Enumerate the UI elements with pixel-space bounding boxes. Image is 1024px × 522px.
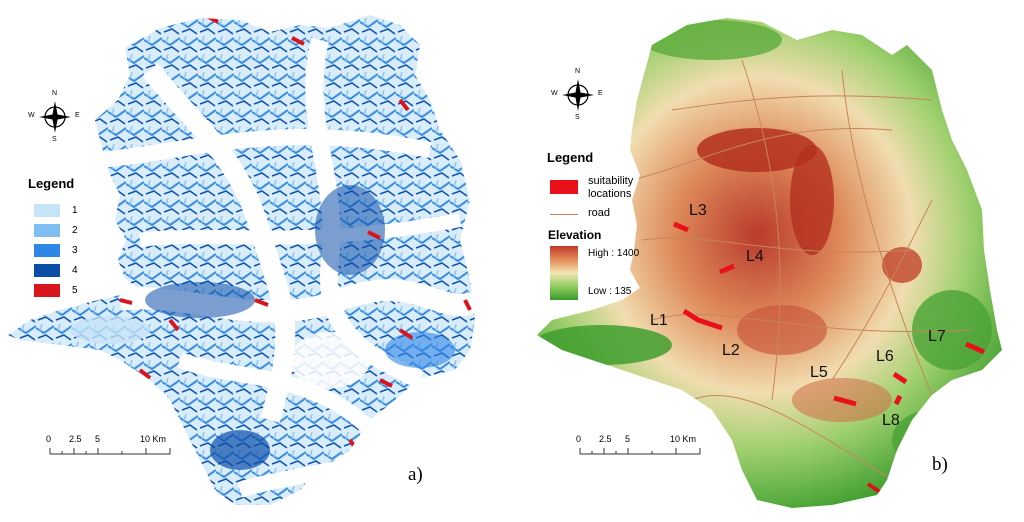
location-label: L5 [810, 364, 828, 381]
scale-tick: 0 [576, 434, 582, 444]
legend-item: 2 [34, 224, 78, 237]
legend-label-road: road [588, 207, 611, 219]
legend-label: 5 [72, 285, 78, 296]
compass-s: S [52, 136, 57, 143]
legend-item: 3 [34, 244, 78, 257]
legend-swatch [34, 244, 60, 257]
legend-label-suitability: suitability locations [588, 175, 634, 200]
location-label: L1 [650, 312, 668, 329]
compass-w: W [28, 112, 35, 119]
compass-s: S [575, 114, 580, 121]
compass-icon [562, 79, 594, 111]
compass-n: N [52, 90, 58, 97]
suitability-map-panel: N S W E Legend 1 2 3 4 5 0 2.5 5 10 Km [8, 15, 475, 505]
scale-tick: 10 Km [140, 434, 167, 444]
scale-tick: 5 [625, 434, 631, 444]
suitability-location-L1 [682, 308, 723, 331]
legend-label: 2 [72, 225, 78, 236]
suitability-location-L8 [893, 394, 903, 406]
legend-item: 5 [34, 284, 78, 297]
location-label: L6 [876, 348, 894, 365]
suitability-location-L4 [719, 263, 735, 275]
scale-tick: 0 [46, 434, 52, 444]
compass-e: E [75, 112, 80, 119]
scale-tick: 2.5 [599, 434, 612, 444]
compass-w: W [551, 90, 558, 97]
scale-bar: 0 2.5 5 10 Km [46, 434, 172, 456]
suitability-location-L3 [673, 221, 689, 233]
scale-tick: 5 [95, 434, 101, 444]
legend-swatch [34, 224, 60, 237]
location-label: L8 [882, 412, 900, 429]
legend-swatch-road [550, 214, 578, 215]
legend-item: 4 [34, 264, 78, 277]
scale-bar-graphic [579, 448, 701, 455]
location-label: L4 [746, 248, 764, 265]
suitability-location-L6 [892, 371, 908, 385]
location-label: L2 [722, 342, 740, 359]
elevation-high-label: High : 1400 [588, 248, 640, 259]
compass-icon [39, 101, 71, 133]
suitability-location-L7 [964, 341, 986, 355]
legend-swatch [34, 284, 60, 297]
suitability-location-L5 [833, 395, 857, 407]
scale-bar: 0 2.5 5 10 Km [576, 434, 702, 456]
panel-label-b: b) [932, 454, 948, 475]
legend-title: Legend [547, 150, 594, 165]
scale-tick: 10 Km [670, 434, 697, 444]
scale-tick: 2.5 [69, 434, 82, 444]
legend-swatch [34, 264, 60, 277]
legend-swatch [34, 204, 60, 217]
legend-swatch-suitability [550, 180, 578, 194]
legend-item: 1 [34, 204, 78, 217]
compass-e: E [598, 90, 603, 97]
legend-label: 3 [72, 245, 78, 256]
scale-bar-graphic [49, 448, 171, 455]
location-label: L7 [928, 328, 946, 345]
elevation-low-label: Low : 135 [588, 286, 632, 297]
legend-label: 4 [72, 265, 78, 276]
panel-label-a: a) [408, 464, 423, 485]
legend-label: 1 [72, 205, 78, 216]
elevation-map-panel: N S W E Legend suitability locations roa… [512, 0, 1024, 522]
compass-rose: N S W E [551, 68, 603, 122]
suitability-map [8, 15, 475, 505]
legend-title: Legend [28, 176, 75, 191]
compass-n: N [575, 68, 581, 75]
elevation-title: Elevation [548, 228, 602, 242]
compass-rose: N S W E [28, 90, 80, 144]
elevation-map [537, 18, 1002, 508]
location-label: L3 [689, 202, 707, 219]
elevation-ramp [550, 246, 578, 300]
